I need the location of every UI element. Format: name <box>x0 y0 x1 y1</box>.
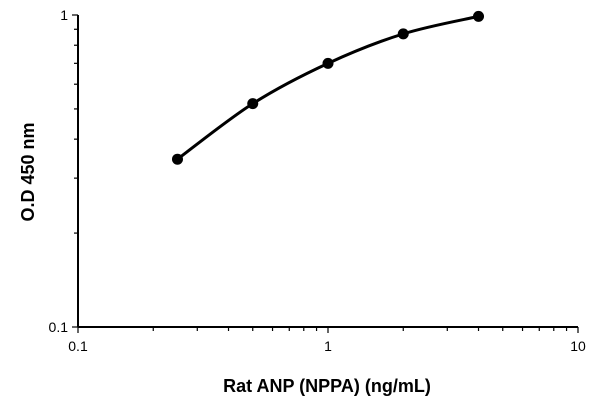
data-point <box>247 98 259 110</box>
y-axis-title: O.D 450 nm <box>18 122 38 221</box>
series-curve <box>175 14 481 161</box>
labels-layer: Rat ANP (NPPA) (ng/mL) O.D 450 nm <box>18 122 431 396</box>
x-tick-label: 0.1 <box>68 338 88 354</box>
x-tick-label: 10 <box>570 338 586 354</box>
data-point <box>397 28 409 40</box>
x-axis-title: Rat ANP (NPPA) (ng/mL) <box>223 376 431 396</box>
y-tick-label: 0.1 <box>49 319 69 335</box>
x-tick-label: 1 <box>324 338 332 354</box>
y-tick-label: 1 <box>60 7 68 23</box>
series-layer <box>171 10 485 165</box>
data-point <box>322 57 334 69</box>
data-point <box>473 10 485 22</box>
axes: 0.1 1 10 0.1 1 <box>49 7 586 354</box>
data-point <box>171 153 183 165</box>
